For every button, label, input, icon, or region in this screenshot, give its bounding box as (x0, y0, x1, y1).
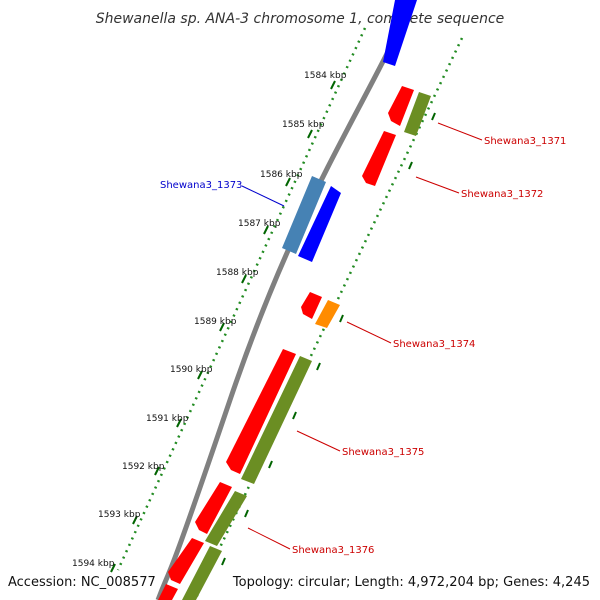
tick-mark (219, 322, 225, 332)
outer-dotted-ring (116, 27, 367, 571)
gene-label[interactable]: Shewana3_1374 (393, 339, 475, 350)
tick-mark-inner (221, 557, 226, 566)
tick-mark-inner (408, 161, 413, 170)
gene-label[interactable]: Shewana3_1375 (342, 447, 424, 458)
gene-arrow[interactable] (388, 86, 414, 126)
tick-mark (307, 129, 313, 139)
tick-label: 1593 kbp (98, 510, 141, 520)
tick-label: 1586 kbp (260, 170, 303, 180)
gene-arrow[interactable] (282, 176, 326, 254)
tick-mark-inner (292, 411, 297, 420)
gene-arrow[interactable] (404, 92, 431, 136)
tick-mark (132, 515, 138, 525)
backbone-shadow (156, 0, 419, 600)
gene-label[interactable]: Shewana3_1371 (484, 136, 566, 147)
map-title: Shewanella sp. ANA-3 chromosome 1, compl… (96, 11, 505, 27)
gene-arrow[interactable] (168, 538, 204, 584)
tick-mark (330, 80, 336, 90)
tick-label: 1591 kbp (146, 414, 189, 424)
tick-mark (263, 225, 269, 235)
gene-arrow[interactable] (383, 0, 417, 66)
tick-mark-inner (268, 460, 273, 469)
gene-callout-line (296, 430, 341, 452)
tick-label: 1585 kbp (282, 120, 325, 130)
gene-arrow[interactable] (301, 292, 322, 319)
tick-mark-inner (316, 362, 321, 371)
tick-mark (241, 274, 247, 284)
topology-label: Topology: circular; Length: 4,972,204 bp… (232, 575, 590, 590)
gene-callout-line (346, 321, 392, 344)
tick-mark (176, 418, 182, 428)
gene-label[interactable]: Shewana3_1372 (461, 189, 543, 200)
tick-mark-inner (339, 314, 344, 323)
gene-callout-line (437, 122, 483, 141)
gene-arrow[interactable] (182, 546, 222, 600)
gene-arrow[interactable] (362, 131, 396, 186)
tick-label: 1594 kbp (72, 559, 115, 569)
tick-label: 1589 kbp (194, 317, 237, 327)
gene-label[interactable]: Shewana3_1376 (292, 545, 374, 556)
tick-mark (154, 466, 160, 476)
tick-mark-inner (244, 509, 249, 518)
gene-arrow[interactable] (298, 186, 341, 262)
gene-arrow[interactable] (195, 482, 232, 534)
gene-arrow[interactable] (226, 349, 296, 474)
gene-arrow[interactable] (158, 584, 178, 600)
gene-arrow[interactable] (241, 356, 312, 484)
gene-callout-line (241, 185, 285, 207)
tick-mark-inner (431, 112, 436, 121)
tick-mark (110, 563, 116, 573)
gene-arrow[interactable] (205, 491, 247, 546)
tick-label: 1588 kbp (216, 268, 259, 278)
gene-callout-line (247, 527, 291, 550)
tick-label: 1584 kbp (304, 71, 347, 81)
gene-arrow[interactable] (315, 300, 340, 328)
tick-label: 1590 kbp (170, 365, 213, 375)
gene-callout-line (415, 176, 460, 194)
accession-label: Accession: NC_008577 (8, 575, 156, 590)
gene-label[interactable]: Shewana3_1373 (160, 180, 242, 191)
tick-mark (285, 177, 291, 187)
tick-mark (197, 370, 203, 380)
tick-label: 1587 kbp (238, 219, 281, 229)
tick-label: 1592 kbp (122, 462, 165, 472)
